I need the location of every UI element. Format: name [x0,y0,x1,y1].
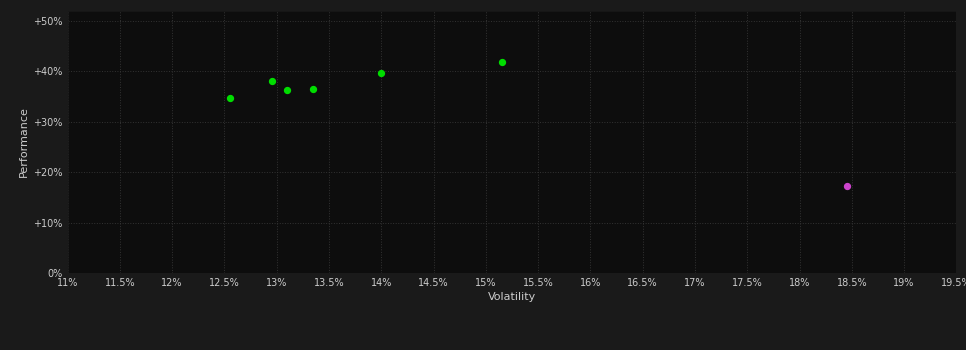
Point [305,86,321,92]
Point [222,96,238,101]
Point [279,88,295,93]
Point [838,183,854,188]
Point [264,78,279,84]
X-axis label: Volatility: Volatility [488,292,536,302]
Y-axis label: Performance: Performance [19,106,29,177]
Point [374,70,389,75]
Point [494,59,509,65]
